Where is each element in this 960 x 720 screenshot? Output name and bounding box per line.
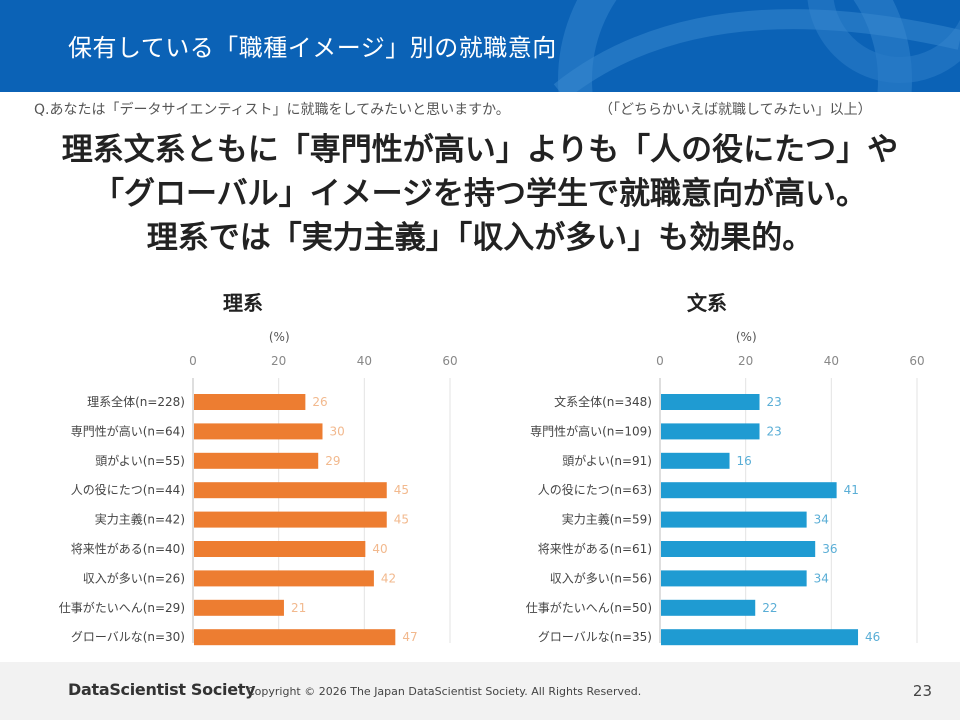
- humanities-bar: [661, 599, 756, 616]
- science-value-label: 26: [312, 395, 327, 409]
- humanities-tick-label: 40: [824, 354, 839, 368]
- headline: 理系文系ともに「専門性が高い」よりも「人の役にたつ」や 「グローバル」イメージを…: [0, 128, 960, 260]
- humanities-category-label: 仕事がたいへん(n=50): [526, 600, 652, 615]
- chart-title-humanities: 文系: [687, 291, 727, 315]
- header-bar: 保有している「職種イメージ」別の就職意向: [0, 0, 960, 92]
- science-category-label: 仕事がたいへん(n=29): [59, 600, 185, 615]
- headline-line-1: 理系文系ともに「専門性が高い」よりも「人の役にたつ」や: [61, 132, 899, 168]
- humanities-bar: [661, 482, 837, 499]
- science-bar: [194, 629, 396, 646]
- humanities-bar: [661, 570, 807, 587]
- humanities-value-label: 16: [737, 454, 752, 468]
- humanities-bar: [661, 452, 730, 469]
- science-unit-label: (%): [269, 330, 290, 344]
- science-tick-label: 20: [271, 354, 286, 368]
- science-category-label: 実力主義(n=42): [95, 512, 185, 527]
- page-title: 保有している「職種イメージ」別の就職意向: [68, 34, 557, 62]
- headline-line-3: 理系では「実力主義」「収入が多い」も効果的。: [146, 220, 814, 256]
- science-bar: [194, 511, 387, 528]
- science-category-label: 収入が多い(n=26): [83, 570, 185, 585]
- chart-title-science: 理系: [223, 291, 263, 315]
- science-category-label: 専門性が高い(n=64): [71, 423, 185, 438]
- science-category-label: 理系全体(n=228): [87, 394, 185, 409]
- humanities-category-label: 将来性がある(n=61): [538, 541, 652, 556]
- humanities-value-label: 23: [767, 395, 782, 409]
- science-category-label: 人の役にたつ(n=44): [71, 482, 185, 497]
- science-value-label: 21: [291, 601, 306, 615]
- headline-line-2: 「グローバル」イメージを持つ学生で就職意向が高い。: [92, 176, 868, 212]
- science-bar: [194, 541, 366, 557]
- science-category-label: 頭がよい(n=55): [95, 453, 185, 468]
- humanities-value-label: 22: [762, 601, 777, 615]
- humanities-category-label: 実力主義(n=59): [562, 512, 652, 527]
- footer-copyright: Copyright © 2026 The Japan DataScientist…: [247, 685, 642, 698]
- science-value-label: 29: [325, 454, 340, 468]
- humanities-tick-label: 20: [738, 354, 753, 368]
- humanities-tick-label: 60: [909, 354, 924, 368]
- science-category-label: グローバルな(n=30): [71, 630, 185, 644]
- science-category-label: 将来性がある(n=40): [71, 541, 185, 556]
- science-bar: [194, 599, 284, 616]
- humanities-category-label: 人の役にたつ(n=63): [538, 482, 652, 497]
- humanities-value-label: 41: [844, 483, 859, 497]
- science-bar: [194, 452, 319, 469]
- science-tick-label: 40: [357, 354, 372, 368]
- science-tick-label: 60: [442, 354, 457, 368]
- science-bar: [194, 394, 306, 410]
- science-value-label: 45: [394, 483, 409, 497]
- science-bar: [194, 570, 374, 587]
- humanities-bar: [661, 629, 859, 646]
- footer-logo: DataScientist Society: [68, 680, 256, 699]
- humanities-value-label: 34: [814, 571, 829, 585]
- humanities-category-label: 文系全体(n=348): [554, 394, 652, 409]
- humanities-value-label: 34: [814, 513, 829, 527]
- science-value-label: 40: [372, 542, 387, 556]
- bar-chart-science: (%) 0 20 40 60 理系全体(n=228) 26 専門性が高い(n=64) 30 頭がよ…: [59, 330, 458, 646]
- humanities-value-label: 23: [767, 424, 782, 438]
- question-text: Q.あなたは「データサイエンティスト」に就職をしてみたいと思いますか。: [34, 102, 510, 118]
- humanities-value-label: 36: [822, 542, 837, 556]
- humanities-bar: [661, 423, 760, 440]
- humanities-category-label: 頭がよい(n=91): [562, 453, 652, 468]
- survey-question: Q.あなたは「データサイエンティスト」に就職をしてみたいと思いますか。 （「どち…: [34, 99, 914, 119]
- science-bar: [194, 423, 323, 440]
- humanities-tick-label: 0: [656, 354, 664, 368]
- science-value-label: 30: [330, 424, 345, 438]
- humanities-category-label: 専門性が高い(n=109): [530, 423, 652, 438]
- science-bar: [194, 482, 387, 499]
- humanities-value-label: 46: [865, 630, 880, 644]
- science-value-label: 42: [381, 571, 396, 585]
- question-note: （「どちらかいえば就職してみたい」以上）: [599, 102, 872, 118]
- humanities-bar: [661, 511, 807, 528]
- bar-chart-humanities: (%) 0 20 40 60 文系全体(n=348) 23 専門性が高い(n=109) 23 頭が…: [526, 330, 925, 646]
- science-value-label: 45: [394, 513, 409, 527]
- footer: DataScientist Society Copyright © 2026 T…: [0, 662, 960, 720]
- humanities-unit-label: (%): [736, 330, 757, 344]
- humanities-bar: [661, 541, 816, 557]
- humanities-bar: [661, 394, 760, 410]
- header-globe-decoration: [553, 0, 960, 92]
- science-value-label: 47: [402, 630, 417, 644]
- page-number: 23: [912, 682, 932, 700]
- humanities-category-label: 収入が多い(n=56): [550, 570, 652, 585]
- humanities-category-label: グローバルな(n=35): [538, 630, 652, 644]
- science-tick-label: 0: [189, 354, 197, 368]
